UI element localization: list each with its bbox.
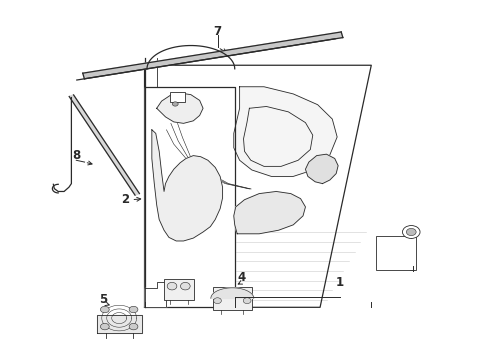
Text: 1: 1 [335, 276, 343, 289]
Ellipse shape [180, 282, 190, 290]
Polygon shape [233, 192, 305, 234]
Circle shape [100, 306, 109, 313]
Ellipse shape [167, 282, 177, 290]
Circle shape [129, 306, 138, 313]
Polygon shape [144, 65, 370, 307]
Polygon shape [97, 315, 142, 333]
Circle shape [100, 323, 109, 330]
Text: 6: 6 [182, 258, 190, 271]
Ellipse shape [213, 298, 221, 303]
Text: 3: 3 [408, 261, 416, 274]
Bar [212, 287, 251, 310]
Ellipse shape [243, 298, 250, 303]
Circle shape [172, 102, 178, 106]
Polygon shape [69, 95, 139, 195]
Polygon shape [157, 93, 203, 123]
Polygon shape [144, 87, 234, 307]
Bar [375, 235, 415, 270]
Polygon shape [233, 87, 336, 176]
Circle shape [402, 226, 419, 238]
Bar [170, 92, 184, 102]
Circle shape [129, 323, 138, 330]
Polygon shape [305, 154, 337, 184]
Polygon shape [210, 288, 253, 298]
Circle shape [406, 228, 415, 235]
Text: 8: 8 [72, 149, 80, 162]
Polygon shape [82, 32, 342, 79]
Polygon shape [144, 282, 166, 307]
Polygon shape [152, 130, 222, 241]
Text: 2: 2 [121, 193, 129, 206]
Text: 7: 7 [213, 25, 221, 38]
Polygon shape [144, 223, 370, 307]
Bar [163, 279, 193, 300]
Text: 5: 5 [99, 293, 107, 306]
Text: 4: 4 [238, 271, 245, 284]
